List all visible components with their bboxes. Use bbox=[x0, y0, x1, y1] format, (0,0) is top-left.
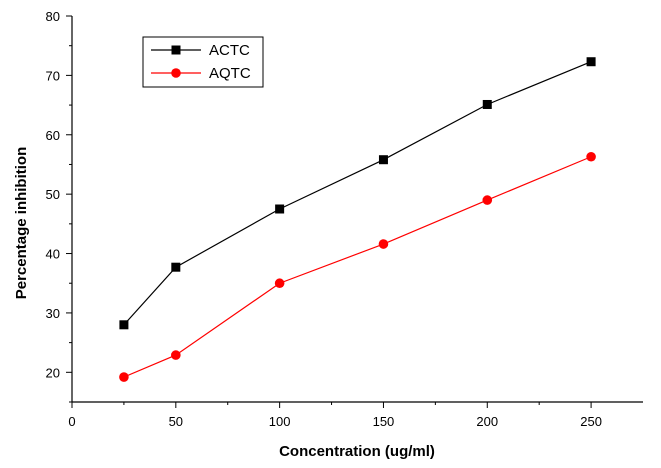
data-point bbox=[119, 320, 129, 330]
legend-item-actc: ACTC bbox=[151, 42, 250, 59]
series-line bbox=[123, 61, 592, 326]
legend-label: AQTC bbox=[209, 65, 251, 82]
legend-marker bbox=[171, 45, 181, 55]
y-tick-label: 80 bbox=[46, 9, 60, 24]
legend-box bbox=[142, 36, 264, 88]
data-point bbox=[119, 372, 129, 382]
y-tick-label: 20 bbox=[46, 365, 60, 380]
y-axis-label: Percentage inhibition bbox=[13, 147, 30, 300]
data-point bbox=[378, 239, 389, 249]
x-axis-label: Concentration (ug/ml) bbox=[279, 443, 435, 460]
axes: 0 50 100 150 200 250 20 30 40 50 60 70 80 bbox=[46, 9, 643, 429]
legend-label: ACTC bbox=[209, 42, 250, 59]
data-point bbox=[586, 57, 596, 67]
y-tick-label: 30 bbox=[46, 306, 60, 321]
x-tick-label: 100 bbox=[269, 414, 291, 429]
data-point bbox=[586, 151, 596, 162]
legend-item-aqtc: AQTC bbox=[151, 65, 251, 82]
data-point bbox=[275, 204, 285, 214]
x-tick-label: 250 bbox=[580, 414, 602, 429]
x-tick-label: 200 bbox=[476, 414, 498, 429]
x-tick-label: 150 bbox=[373, 414, 395, 429]
series-line bbox=[123, 156, 592, 378]
x-tick-label: 50 bbox=[169, 414, 183, 429]
y-tick-label: 40 bbox=[46, 247, 60, 262]
data-point bbox=[274, 278, 285, 289]
data-point bbox=[482, 99, 492, 109]
y-tick-label: 70 bbox=[46, 68, 60, 83]
data-point bbox=[378, 155, 388, 165]
data-point bbox=[171, 262, 181, 272]
y-tick-label: 50 bbox=[46, 187, 60, 202]
series-actc bbox=[119, 57, 596, 330]
series-aqtc bbox=[119, 151, 596, 382]
data-point bbox=[171, 350, 181, 360]
series-layer bbox=[119, 57, 596, 382]
legend: ACTC AQTC bbox=[142, 36, 264, 88]
x-tick-label: 0 bbox=[68, 414, 75, 429]
legend-marker bbox=[171, 68, 181, 78]
y-tick-label: 60 bbox=[46, 128, 60, 143]
data-point bbox=[482, 195, 493, 205]
